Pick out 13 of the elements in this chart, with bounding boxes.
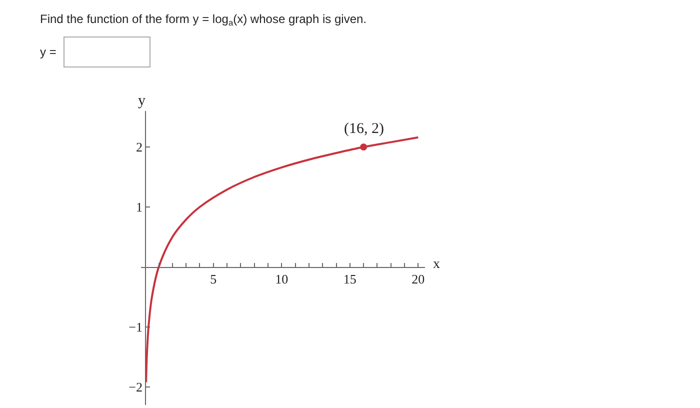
y-tick-label: 1 [136, 200, 142, 215]
y-axis-title: y [138, 93, 146, 109]
x-tick-label: 10 [275, 272, 288, 287]
y-tick-label: 2 [136, 140, 142, 155]
x-tick-label: 15 [343, 272, 356, 287]
y-tick-label: −1 [128, 320, 142, 335]
x-tick-label: 20 [412, 272, 425, 287]
y-tick-label: −2 [128, 380, 142, 395]
x-axis-title: x [433, 257, 440, 272]
chart-title: Find the function of the form y = log$_{a}$(x) whose graph is given. [40, 12, 367, 28]
x-tick-label: 5 [210, 272, 217, 287]
text: y = [40, 45, 56, 59]
annotation: (16, 2) [344, 121, 384, 137]
